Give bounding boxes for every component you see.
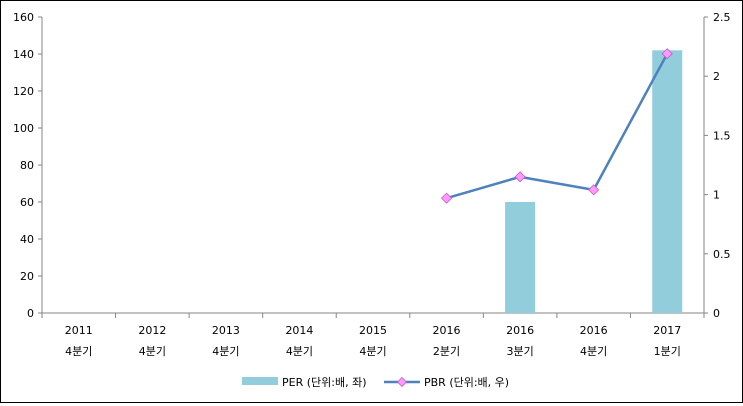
per-bar bbox=[652, 50, 683, 314]
legend: PER (단위:배, 좌) PBR (단위:배, 우) bbox=[242, 376, 509, 389]
x-axis-year-label: 2016 bbox=[506, 324, 534, 337]
pbr-point bbox=[661, 48, 673, 60]
left-axis-tick-label: 0 bbox=[27, 307, 34, 320]
pbr-point bbox=[440, 192, 453, 204]
x-axis-year-label: 2016 bbox=[580, 324, 608, 337]
x-axis-quarter-label: 4분기 bbox=[139, 345, 166, 358]
per-bars bbox=[505, 50, 683, 314]
right-axis-tick-label: 1.5 bbox=[713, 129, 731, 142]
x-axis-quarter-label: 4분기 bbox=[359, 345, 386, 358]
right-axis-tick-label: 0 bbox=[713, 307, 720, 320]
right-axis-tick-label: 0.5 bbox=[713, 248, 731, 261]
axes: 0 20 40 60 80 100 120 140 160 0 0.5 1 1.5 2 2.5 2011 4분기… bbox=[13, 11, 731, 358]
x-axis-quarter-label: 4분기 bbox=[212, 345, 239, 358]
x-axis-year-label: 2014 bbox=[285, 324, 313, 337]
x-axis-year-label: 2013 bbox=[212, 324, 240, 337]
x-axis-year-label: 2012 bbox=[138, 324, 166, 337]
x-axis-quarter-label: 3분기 bbox=[506, 345, 533, 358]
x-axis-year-label: 2011 bbox=[65, 324, 93, 337]
per-bar bbox=[505, 202, 536, 313]
x-axis-quarter-label: 4분기 bbox=[580, 345, 607, 358]
left-axis-tick-label: 20 bbox=[20, 270, 34, 283]
legend-per-swatch bbox=[242, 377, 278, 385]
legend-pbr-marker bbox=[396, 376, 408, 388]
pbr-line bbox=[446, 53, 669, 200]
left-axis-tick-label: 40 bbox=[20, 233, 34, 246]
x-axis-quarter-label: 4분기 bbox=[286, 345, 313, 358]
x-axis-year-label: 2017 bbox=[653, 324, 681, 337]
x-axis-quarter-label: 1분기 bbox=[654, 345, 681, 358]
right-axis-tick-label: 2.5 bbox=[713, 11, 731, 24]
x-axis-quarter-label: 4분기 bbox=[65, 345, 92, 358]
left-axis-tick-label: 60 bbox=[20, 196, 34, 209]
x-axis-year-label: 2016 bbox=[433, 324, 461, 337]
x-axis-year-label: 2015 bbox=[359, 324, 387, 337]
left-axis-tick-label: 160 bbox=[13, 11, 34, 24]
pbr-line-series bbox=[440, 48, 673, 204]
right-axis-tick-label: 2 bbox=[713, 70, 720, 83]
left-axis-tick-label: 140 bbox=[13, 48, 34, 61]
x-axis-quarter-label: 2분기 bbox=[433, 345, 460, 358]
pbr-point bbox=[588, 184, 600, 196]
left-axis-tick-label: 120 bbox=[13, 85, 34, 98]
legend-pbr-label: PBR (단위:배, 우) bbox=[424, 376, 509, 389]
left-axis-tick-label: 80 bbox=[20, 159, 34, 172]
legend-per-label: PER (단위:배, 좌) bbox=[282, 376, 367, 389]
pbr-point bbox=[514, 171, 526, 183]
right-axis-tick-label: 1 bbox=[713, 189, 720, 202]
left-axis-tick-label: 100 bbox=[13, 122, 34, 135]
